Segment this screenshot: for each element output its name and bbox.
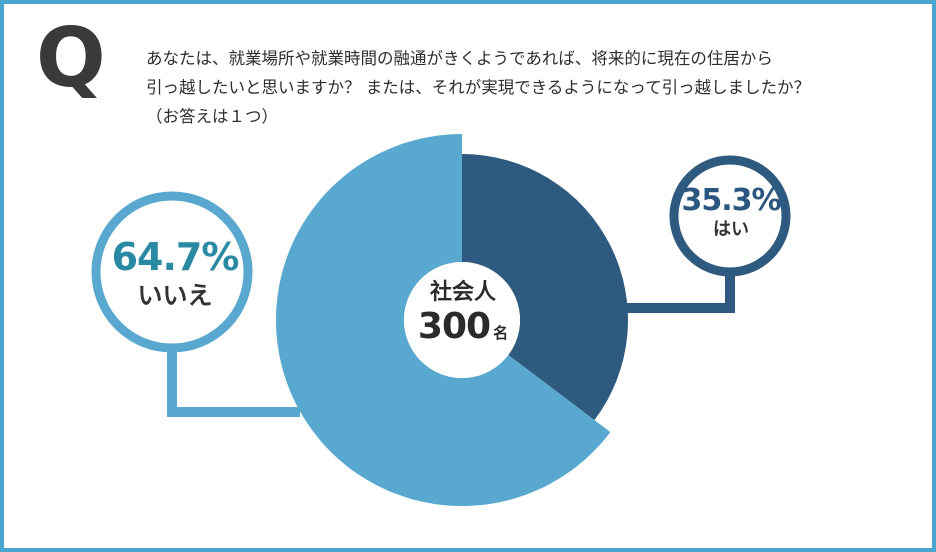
no-leader-line [167, 345, 300, 417]
yes-category-label: はい [713, 219, 749, 240]
question-line: （お答えは１つ） [146, 107, 278, 126]
question-text: あなたは、就業場所や就業時間の融通がきくようであれば、将来的に現在の住居から 引… [146, 44, 906, 131]
no-percent-label: 64.7% [111, 235, 240, 279]
yes-percent-label: 35.3% [681, 183, 781, 218]
no-bubble-text: 64.7% いいえ [102, 238, 248, 310]
center-group-label: 社会人 [429, 280, 496, 305]
yes-slice [462, 154, 629, 421]
center-count-line: 300 名 [398, 306, 528, 354]
yes-bubble-text: 35.3% はい [676, 186, 786, 240]
no-slice [276, 134, 611, 506]
no-bubble [91, 191, 253, 353]
yes-bubble [669, 155, 791, 277]
center-count: 300 [417, 306, 491, 347]
question-line: あなたは、就業場所や就業時間の融通がきくようであれば、将来的に現在の住居から [146, 49, 773, 68]
question-line: 引っ越したいと思いますか？ または、それが実現できるようになって引っ越しましたか… [146, 78, 811, 97]
center-unit: 名 [493, 324, 509, 342]
donut-hole [404, 262, 520, 378]
no-category-label: いいえ [137, 281, 213, 310]
center-label: 社会人 300 名 [398, 280, 528, 354]
question-mark: Q [36, 11, 106, 106]
